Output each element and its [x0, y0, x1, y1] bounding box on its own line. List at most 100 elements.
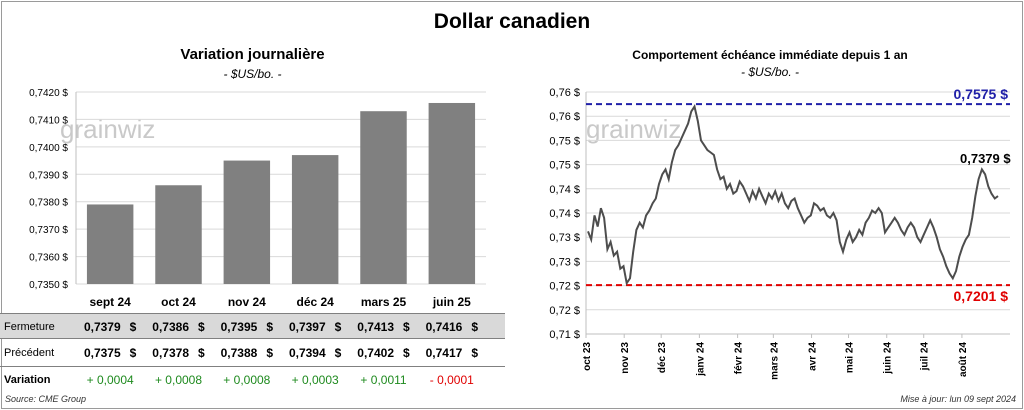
- currency-symbol: $: [334, 346, 342, 360]
- line-x-tick-label: févr 24: [734, 342, 745, 375]
- line-y-tick-label: 0,76 $: [549, 111, 580, 123]
- line-y-tick-label: 0,75 $: [549, 160, 580, 172]
- cell-value: 0,7402: [357, 346, 394, 360]
- cell-value: + 0,0008: [223, 373, 271, 387]
- table-cell: 0,7402 $: [349, 340, 419, 366]
- row-label: Fermeture: [4, 321, 55, 333]
- row-label: Précédent: [4, 347, 55, 359]
- currency-symbol: $: [266, 320, 274, 334]
- line-y-tick-label: 0,75 $: [549, 135, 580, 147]
- cell-value: 0,7416: [425, 320, 463, 334]
- one-year-line-chart: grainwiz 0,71 $0,72 $0,72 $0,73 $0,73 $0…: [549, 86, 1011, 380]
- currency-symbol: $: [334, 320, 342, 334]
- daily-variation-bar-chart: grainwiz 0,7350 $ 0,7360 $ 0,7370 $ 0,7380 …: [29, 88, 486, 309]
- cell-value: 0,7413: [357, 320, 394, 334]
- cell-value: 0,7394: [288, 346, 326, 360]
- bar-chart-gridlines: [75, 91, 486, 285]
- line-y-tick-label: 0,76 $: [549, 87, 580, 99]
- table-cell: 0,7378 $: [144, 340, 214, 366]
- table-cell: + 0,0008: [212, 367, 282, 393]
- table-cell: 0,7413 $: [349, 314, 419, 340]
- bar-x-tick-label: nov 24: [228, 295, 266, 309]
- table-row: Variation + 0,0004 + 0,0008 + 0,0008 + 0,000…: [0, 366, 505, 392]
- bar-y-tick-label: 0,7410 $: [29, 115, 68, 126]
- line-chart-gridlines: [585, 91, 1010, 335]
- currency-symbol: $: [198, 346, 205, 360]
- line-y-tick-label: 0,71 $: [549, 329, 580, 341]
- last-price-label: 0,7379 $: [960, 151, 1011, 166]
- table-cell: 0,7397 $: [280, 314, 350, 340]
- cell-value: - 0,0001: [429, 373, 474, 387]
- line-x-tick-label: mai 24: [845, 342, 856, 374]
- cell-value: + 0,0003: [291, 373, 339, 387]
- right-panel-title: Comportement échéance immédiate depuis 1…: [632, 48, 908, 62]
- bar-x-tick-label: sept 24: [89, 295, 131, 309]
- line-x-tick-label: janv 24: [695, 342, 706, 377]
- line-chart-reference-lines: 0,7575 $ 0,7201 $: [586, 86, 1010, 304]
- bar-y-tick-label: 0,7420 $: [29, 88, 68, 99]
- table-cell: 0,7375 $: [75, 340, 145, 366]
- line-x-tick-label: nov 23: [620, 342, 631, 374]
- bar: [428, 102, 476, 284]
- line-x-tick-label: oct 23: [582, 342, 593, 371]
- currency-symbol: $: [471, 320, 479, 334]
- cell-value: 0,7417: [425, 346, 463, 360]
- table-cell: + 0,0004: [75, 367, 145, 393]
- source-note: Source: CME Group: [5, 394, 87, 404]
- line-x-tick-label: avr 24: [808, 342, 819, 371]
- bar: [155, 185, 202, 284]
- cell-value: + 0,0004: [86, 373, 134, 387]
- table-cell: + 0,0011: [349, 367, 419, 393]
- currency-symbol: $: [266, 346, 274, 360]
- cell-value: 0,7379: [83, 320, 121, 334]
- bar-x-tick-label: juin 25: [432, 295, 471, 309]
- currency-symbol: $: [129, 346, 137, 360]
- bar-y-tick-label: 0,7370 $: [29, 225, 68, 236]
- bar: [291, 155, 339, 284]
- currency-symbol: $: [403, 346, 410, 360]
- bar-y-tick-label: 0,7390 $: [29, 170, 68, 181]
- table-row: Précédent 0,7375 $0,7378 $ 0,7388 $0,7394 $0,7…: [0, 340, 505, 366]
- price-series-line: [587, 103, 999, 286]
- table-cell: 0,7379 $: [75, 314, 145, 340]
- bar-y-tick-label: 0,7350 $: [29, 280, 68, 291]
- left-panel-title: Variation journalière: [180, 46, 325, 63]
- bar-x-tick-label: déc 24: [296, 295, 334, 309]
- cell-value: + 0,0011: [360, 373, 407, 387]
- cell-value: + 0,0008: [154, 373, 203, 387]
- line-y-tick-label: 0,73 $: [549, 232, 580, 244]
- line-y-tick-label: 0,72 $: [549, 305, 580, 317]
- currency-symbol: $: [471, 346, 479, 360]
- currency-symbol: $: [198, 320, 205, 334]
- line-y-tick-label: 0,74 $: [549, 208, 580, 220]
- bar-chart-x-axis: sept 24 oct 24 nov 24 déc 24 mars 25 juin 25: [89, 295, 471, 309]
- cell-value: 0,7397: [288, 320, 326, 334]
- line-y-tick-label: 0,73 $: [549, 256, 580, 268]
- reference-line-label: 0,7575 $: [954, 86, 1009, 102]
- table-cell: - 0,0001: [417, 367, 487, 393]
- line-y-tick-label: 0,72 $: [549, 281, 580, 293]
- bar-chart-bars: [86, 102, 476, 284]
- line-x-tick-label: mars 24: [769, 342, 780, 380]
- update-note: Mise à jour: lun 09 sept 2024: [900, 394, 1016, 404]
- table-row: Fermeture 0,7379 $0,7386 $0,7395 $0,7397 $0,7…: [0, 313, 505, 339]
- line-x-tick-label: juin 24: [883, 342, 894, 375]
- line-chart-x-axis: oct 23 nov 23 déc 23 janv 24 févr 24 mars 24 a…: [582, 334, 969, 380]
- row-label: Variation: [4, 374, 51, 386]
- cell-value: 0,7375: [83, 346, 121, 360]
- bar-x-tick-label: mars 25: [361, 295, 407, 309]
- bar-y-tick-label: 0,7400 $: [29, 143, 68, 154]
- bar: [223, 160, 271, 284]
- grainwiz-watermark: grainwiz: [60, 114, 155, 144]
- currency-symbol: $: [129, 320, 137, 334]
- table-cell: 0,7386 $: [144, 314, 214, 340]
- cell-value: 0,7388: [220, 346, 258, 360]
- currency-symbol: $: [403, 320, 410, 334]
- line-x-tick-label: juil 24: [920, 342, 931, 372]
- table-cell: + 0,0008: [144, 367, 214, 393]
- line-x-tick-label: déc 23: [657, 342, 668, 374]
- reference-line-label: 0,7201 $: [954, 288, 1009, 304]
- line-x-tick-label: août 24: [958, 342, 969, 377]
- line-y-tick-label: 0,74 $: [549, 184, 580, 196]
